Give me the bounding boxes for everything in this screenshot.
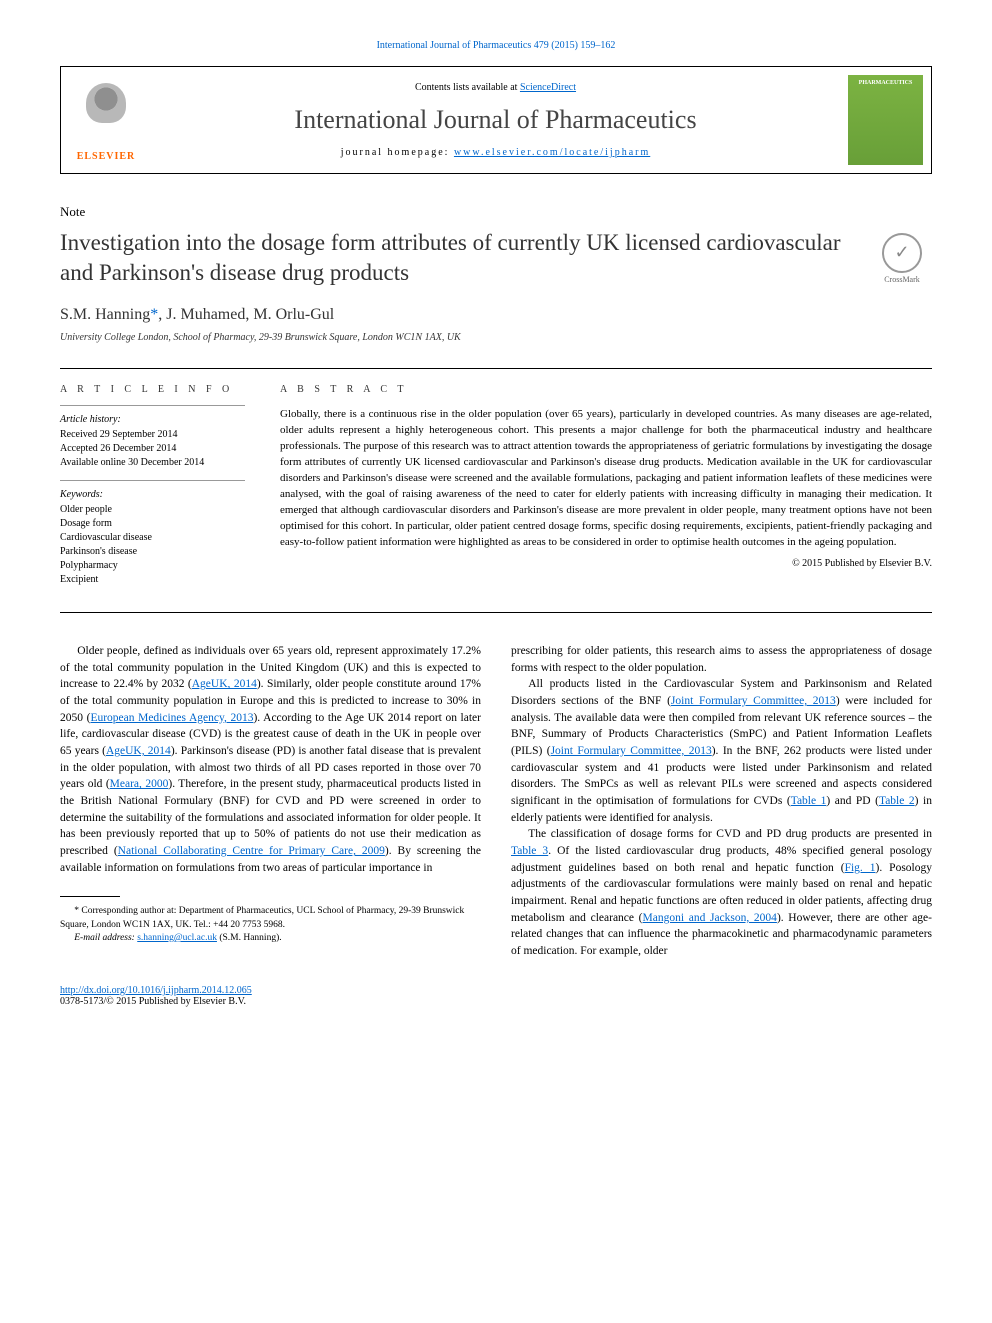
abstract-text: Globally, there is a continuous rise in … [280, 407, 932, 550]
page-footer: http://dx.doi.org/10.1016/j.ijpharm.2014… [60, 985, 932, 1007]
journal-header-box: ELSEVIER Contents lists available at Sci… [60, 66, 932, 174]
abstract-column: A B S T R A C T Globally, there is a con… [260, 369, 932, 612]
figure-link[interactable]: Fig. 1 [845, 862, 876, 874]
abstract-copyright: © 2015 Published by Elsevier B.V. [280, 558, 932, 569]
affiliation: University College London, School of Pha… [60, 332, 932, 343]
meta-abstract-block: A R T I C L E I N F O Article history: R… [60, 368, 932, 613]
body-paragraph: prescribing for older patients, this res… [511, 643, 932, 676]
elsevier-label: ELSEVIER [77, 151, 136, 162]
body-text-columns: Older people, defined as individuals ove… [60, 643, 932, 960]
history-label: Article history: [60, 414, 245, 425]
article-info-column: A R T I C L E I N F O Article history: R… [60, 369, 260, 612]
crossmark-icon: ✓ [882, 233, 922, 273]
article-type-label: Note [60, 204, 932, 220]
authors-line: S.M. Hanning*, J. Muhamed, M. Orlu-Gul [60, 306, 932, 324]
issn-copyright: 0378-5173/© 2015 Published by Elsevier B… [60, 996, 246, 1007]
journal-homepage-link[interactable]: www.elsevier.com/locate/ijpharm [454, 147, 650, 158]
body-text: ) and PD ( [826, 795, 879, 807]
author-primary: S.M. Hanning [60, 306, 150, 323]
body-text: The classification of dosage forms for C… [528, 828, 932, 840]
keywords-label: Keywords: [60, 489, 245, 500]
email-footnote: E-mail address: s.hanning@ucl.ac.uk (S.M… [60, 932, 481, 945]
abstract-heading: A B S T R A C T [280, 384, 932, 395]
contents-prefix: Contents lists available at [415, 82, 520, 93]
homepage-prefix: journal homepage: [341, 147, 454, 158]
footnote-separator [60, 896, 120, 897]
article-info-heading: A R T I C L E I N F O [60, 384, 245, 395]
elsevier-tree-icon [76, 78, 136, 148]
journal-cover-thumbnail: PHARMACEUTICS [848, 75, 923, 165]
citation-link[interactable]: National Collaborating Centre for Primar… [118, 845, 385, 857]
table-link[interactable]: Table 1 [791, 795, 827, 807]
journal-reference: International Journal of Pharmaceutics 4… [60, 40, 932, 51]
keywords-section: Keywords: Older people Dosage form Cardi… [60, 480, 245, 587]
sciencedirect-link[interactable]: ScienceDirect [520, 82, 576, 93]
journal-name: International Journal of Pharmaceutics [166, 105, 825, 135]
email-suffix: (S.M. Hanning). [217, 933, 282, 943]
citation-link[interactable]: Meara, 2000 [110, 778, 169, 790]
elsevier-logo: ELSEVIER [61, 67, 151, 173]
title-row: Investigation into the dosage form attri… [60, 228, 932, 288]
doi-link[interactable]: http://dx.doi.org/10.1016/j.ijpharm.2014… [60, 985, 252, 996]
cover-label: PHARMACEUTICS [848, 80, 923, 86]
table-link[interactable]: Table 3 [511, 845, 548, 857]
journal-homepage-line: journal homepage: www.elsevier.com/locat… [166, 147, 825, 158]
citation-link[interactable]: Joint Formulary Committee, 2013 [671, 695, 836, 707]
crossmark-label: CrossMark [884, 275, 920, 284]
body-paragraph: All products listed in the Cardiovascula… [511, 676, 932, 826]
crossmark-badge[interactable]: ✓ CrossMark [872, 228, 932, 288]
citation-link[interactable]: Joint Formulary Committee, 2013 [551, 745, 712, 757]
article-title: Investigation into the dosage form attri… [60, 228, 852, 288]
keywords-text: Older people Dosage form Cardiovascular … [60, 503, 245, 587]
citation-link[interactable]: Mangoni and Jackson, 2004 [643, 912, 777, 924]
corresponding-author-footnote: * Corresponding author at: Department of… [60, 905, 481, 932]
article-history-section: Article history: Received 29 September 2… [60, 405, 245, 470]
body-paragraph: The classification of dosage forms for C… [511, 826, 932, 959]
contents-available-line: Contents lists available at ScienceDirec… [166, 82, 825, 93]
authors-rest: , J. Muhamed, M. Orlu-Gul [158, 306, 334, 323]
citation-link[interactable]: AgeUK, 2014 [106, 745, 171, 757]
body-column-left: Older people, defined as individuals ove… [60, 643, 481, 960]
citation-link[interactable]: AgeUK, 2014 [192, 678, 257, 690]
body-column-right: prescribing for older patients, this res… [511, 643, 932, 960]
header-center: Contents lists available at ScienceDirec… [151, 67, 840, 173]
citation-link[interactable]: European Medicines Agency, 2013 [90, 712, 253, 724]
email-label: E-mail address: [74, 933, 137, 943]
body-paragraph: Older people, defined as individuals ove… [60, 643, 481, 876]
email-link[interactable]: s.hanning@ucl.ac.uk [137, 933, 217, 943]
table-link[interactable]: Table 2 [879, 795, 915, 807]
history-text: Received 29 September 2014 Accepted 26 D… [60, 428, 245, 470]
